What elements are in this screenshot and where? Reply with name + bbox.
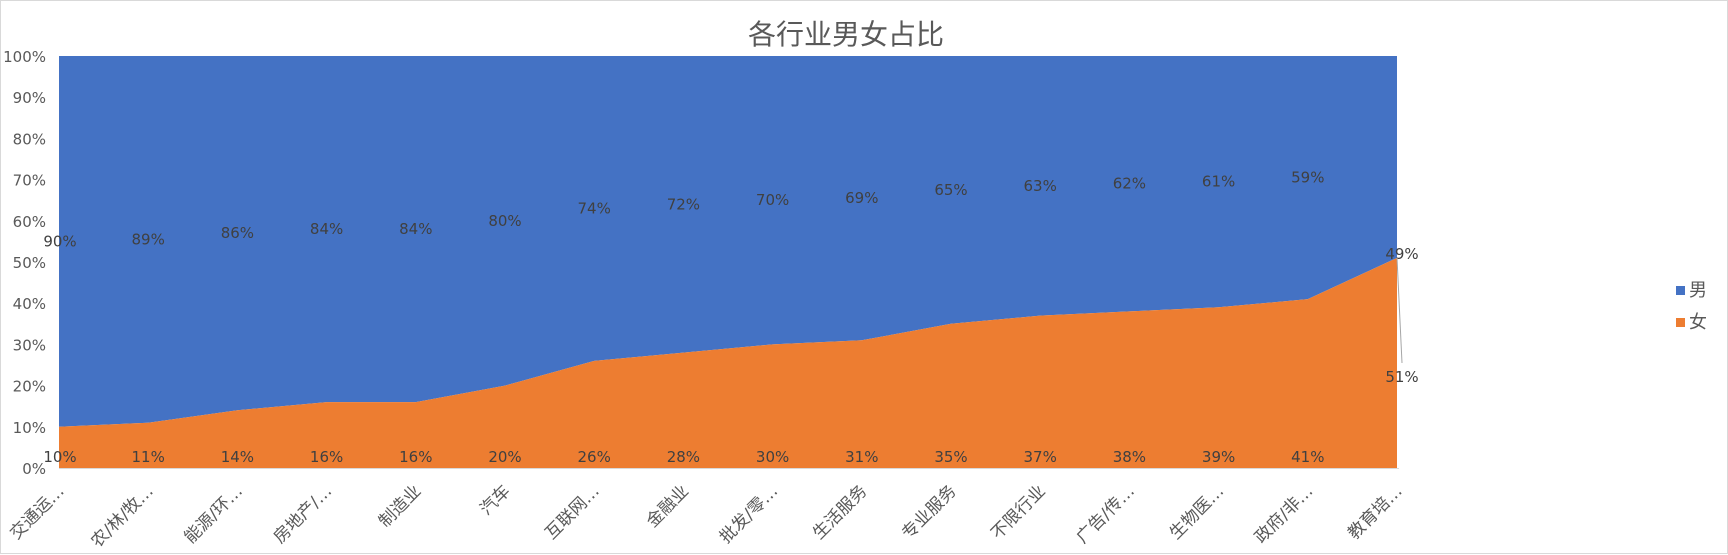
data-label-female: 14% (221, 448, 254, 466)
chart-title: 各行业男女占比 (748, 18, 944, 51)
data-label-male: 89% (132, 230, 165, 248)
x-category-label: 教育培… (1344, 481, 1406, 543)
data-label-male: 74% (578, 199, 611, 217)
data-label-male: 84% (310, 220, 343, 238)
area-series-male (59, 56, 1397, 427)
y-axis: 0% 10% 20% 30% 40% 50% 60% 70% 80% 90% 100% (3, 48, 46, 478)
x-category-label: 不限行业 (988, 481, 1050, 543)
x-category-label: 生物医… (1166, 481, 1228, 543)
data-label-female: 16% (310, 448, 343, 466)
y-tick-label: 0% (22, 460, 46, 478)
data-label-male: 69% (845, 189, 878, 207)
legend-swatch (1676, 286, 1685, 295)
data-label-female: 20% (488, 448, 521, 466)
x-category-label: 制造业 (375, 481, 425, 531)
data-label-female: 35% (934, 448, 967, 466)
x-category-label: 批发/零… (716, 481, 782, 547)
data-label-male: 70% (756, 191, 789, 209)
data-label-male: 80% (488, 212, 521, 230)
y-tick-label: 90% (13, 89, 46, 107)
data-label-female: 39% (1202, 448, 1235, 466)
x-category-label: 能源/环… (181, 481, 247, 547)
data-label-male: 61% (1202, 173, 1235, 191)
y-tick-label: 50% (13, 254, 46, 272)
x-category-label: 房地产/… (270, 481, 336, 547)
data-label-male: 49% (1385, 245, 1418, 263)
data-label-male: 65% (934, 181, 967, 199)
x-category-label: 生活服务 (809, 481, 871, 543)
y-tick-label: 10% (13, 419, 46, 437)
y-tick-label: 60% (13, 213, 46, 231)
data-label-female: 30% (756, 448, 789, 466)
data-label-male: 90% (43, 232, 76, 250)
data-label-male: 84% (399, 220, 432, 238)
legend: 男女 (1676, 280, 1707, 333)
data-label-female: 31% (845, 448, 878, 466)
x-category-label: 农/林/牧… (87, 481, 157, 551)
data-label-female: 10% (43, 448, 76, 466)
x-category-label: 交通运… (6, 481, 68, 543)
x-category-label: 广告/传… (1073, 481, 1139, 547)
data-label-female: 37% (1024, 448, 1057, 466)
legend-swatch (1676, 318, 1685, 327)
data-label-female: 28% (667, 448, 700, 466)
data-label-female: 26% (578, 448, 611, 466)
x-category-label: 互联网… (542, 481, 604, 543)
y-tick-label: 40% (13, 295, 46, 313)
data-labels: 10% 11% 14% 16% 16% 20% 26% 28% 30% 31% 35% 37% 38% 3… (43, 169, 1418, 466)
data-label-male: 59% (1291, 169, 1324, 187)
data-label-male: 86% (221, 224, 254, 242)
plot-areas (59, 56, 1397, 468)
x-category-label: 金融业 (643, 481, 693, 531)
data-label-female: 11% (132, 448, 165, 466)
y-tick-label: 30% (13, 336, 46, 354)
area-series-female (59, 257, 1397, 468)
data-label-female: 51% (1385, 368, 1418, 386)
data-label-female: 38% (1113, 448, 1146, 466)
data-label-female: 16% (399, 448, 432, 466)
data-label-male: 63% (1024, 177, 1057, 195)
x-category-label: 专业服务 (898, 481, 960, 543)
y-tick-label: 80% (13, 130, 46, 148)
x-category-label: 汽车 (476, 481, 514, 519)
data-label-female: 41% (1291, 448, 1324, 466)
data-label-male: 72% (667, 195, 700, 213)
x-category-label: 政府/非… (1251, 481, 1317, 547)
legend-label: 女 (1689, 312, 1707, 333)
y-tick-label: 70% (13, 172, 46, 190)
x-axis: 交通运… 农/林/牧… 能源/环… 房地产/… 制造业 汽车 互联网… 金融业 批发/零… 生活服… (6, 468, 1407, 552)
leader-line (1396, 257, 1403, 364)
legend-label: 男 (1689, 280, 1707, 301)
data-label-male: 62% (1113, 175, 1146, 193)
y-tick-label: 100% (3, 48, 46, 66)
y-tick-label: 20% (13, 378, 46, 396)
